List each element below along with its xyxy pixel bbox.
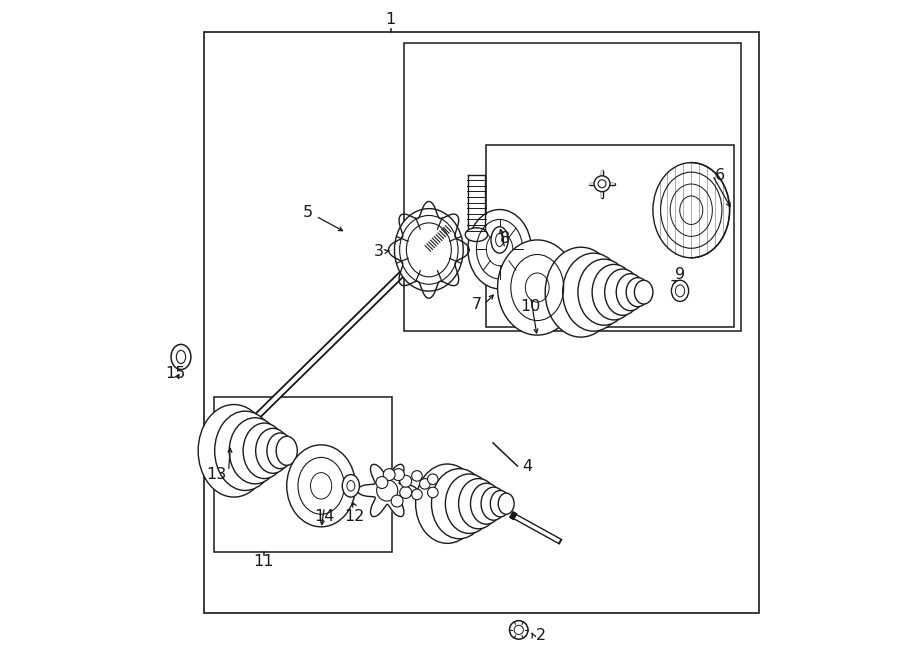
Ellipse shape (605, 269, 641, 315)
Text: 10: 10 (520, 299, 541, 314)
Ellipse shape (545, 247, 616, 337)
Ellipse shape (431, 469, 487, 539)
Text: 4: 4 (523, 459, 533, 473)
Bar (486, 145, 734, 327)
Ellipse shape (215, 411, 275, 490)
Text: 5: 5 (302, 206, 313, 220)
Ellipse shape (509, 621, 528, 639)
Ellipse shape (499, 493, 514, 514)
Ellipse shape (616, 274, 644, 311)
Text: 12: 12 (345, 509, 365, 524)
Text: 13: 13 (206, 467, 227, 482)
Bar (404, 43, 741, 330)
Circle shape (392, 469, 404, 481)
Ellipse shape (465, 228, 488, 241)
Circle shape (400, 486, 411, 498)
Ellipse shape (634, 280, 652, 304)
Text: 2: 2 (536, 629, 546, 643)
Ellipse shape (491, 227, 508, 253)
Ellipse shape (171, 344, 191, 369)
Ellipse shape (626, 278, 649, 307)
Circle shape (376, 480, 398, 501)
Ellipse shape (287, 445, 356, 527)
Ellipse shape (243, 423, 285, 479)
Ellipse shape (459, 479, 499, 529)
Ellipse shape (482, 487, 506, 520)
Ellipse shape (498, 240, 577, 335)
Ellipse shape (491, 490, 510, 517)
Circle shape (428, 487, 438, 498)
Ellipse shape (468, 210, 531, 289)
Ellipse shape (562, 253, 625, 331)
Ellipse shape (198, 405, 269, 497)
Circle shape (411, 471, 422, 481)
Ellipse shape (471, 483, 502, 524)
Ellipse shape (276, 436, 297, 465)
Ellipse shape (256, 428, 290, 473)
Bar (204, 32, 760, 613)
Circle shape (376, 477, 388, 488)
Ellipse shape (342, 475, 359, 497)
Ellipse shape (592, 264, 635, 320)
Circle shape (419, 479, 430, 489)
Ellipse shape (578, 259, 630, 325)
Text: 14: 14 (314, 509, 335, 524)
Circle shape (400, 475, 411, 487)
Ellipse shape (230, 418, 281, 484)
Ellipse shape (416, 464, 479, 543)
Ellipse shape (446, 474, 493, 533)
Text: 11: 11 (253, 555, 274, 569)
Text: 15: 15 (166, 366, 186, 381)
Polygon shape (357, 464, 417, 517)
Text: 9: 9 (675, 267, 685, 282)
Text: 8: 8 (500, 231, 510, 246)
Circle shape (383, 469, 395, 481)
Ellipse shape (394, 209, 464, 291)
Text: 6: 6 (715, 168, 724, 182)
Ellipse shape (652, 163, 730, 258)
Text: 1: 1 (385, 13, 396, 27)
Ellipse shape (594, 176, 610, 192)
Circle shape (428, 474, 438, 485)
Circle shape (411, 489, 422, 500)
Text: 3: 3 (374, 244, 384, 258)
Circle shape (392, 495, 403, 507)
Ellipse shape (671, 280, 688, 301)
Ellipse shape (267, 433, 293, 469)
Bar (214, 397, 392, 552)
Text: 7: 7 (472, 297, 482, 311)
